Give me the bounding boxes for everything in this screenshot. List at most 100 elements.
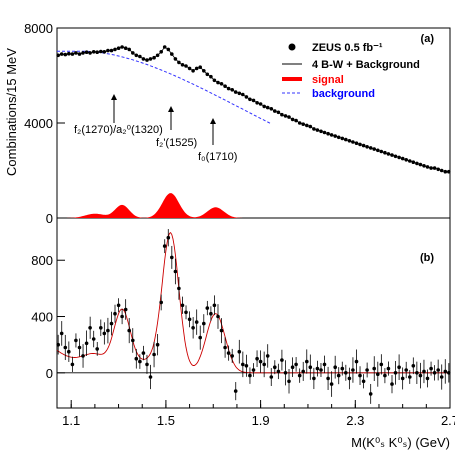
panel-b-point [148,375,153,379]
panel-a-point [301,122,306,126]
panel-a-point [67,51,71,56]
panel-b-point [368,392,373,396]
panel-a-point [347,139,352,143]
panel-a-point [212,78,217,83]
panel-a-point [244,95,249,99]
panel-b-point [131,338,135,343]
panel-b-point [180,303,185,308]
panel-b-ytick-label: 400 [31,310,53,325]
panel-b-point [400,376,405,381]
panel-a-point [326,131,330,136]
panel-b-point [102,331,107,336]
panel-b-point [422,369,426,374]
panel-b-point [187,317,192,322]
panel-b-point [294,362,298,367]
panel-b-point [134,356,139,361]
panel-a-ytick-label: 4000 [24,116,53,131]
panel-a-point [422,164,426,168]
panel-a-point [155,53,160,58]
panel-b-point [88,326,92,330]
panel-a-point [81,51,85,55]
resonance-annotations: f₂(1270)/a₂⁰(1320) f₂'(1525) f₀(1710) [74,94,237,163]
panel-a-point [205,72,210,77]
panel-a-point [283,114,288,118]
panel-b-point [56,342,60,347]
panel-b-point [212,303,217,308]
panel-a-point [305,123,309,128]
panel-b-point [141,351,146,355]
panel-a-point [91,50,96,54]
legend-data-label: ZEUS 0.5 fb⁻¹ [312,42,383,54]
panel-a-point [120,45,124,49]
panel-a-point [59,52,64,56]
panel-a-point [368,146,373,150]
panel-a-point [162,45,167,49]
panel-b-point [99,326,103,330]
panel-b-point [120,314,124,319]
panel-a-point [315,128,320,132]
panel-a-point [262,104,267,109]
legend-signal-label: signal [312,74,344,86]
panel-a-point [447,169,451,174]
panel-a-point [376,148,380,153]
panel-b-point [333,365,338,370]
panel-a-point [145,58,149,62]
panel-a-point [230,88,234,92]
panel-b-point [273,365,277,370]
panel-b-point [319,368,323,372]
panel-b-point [315,366,320,371]
panel-a-point [180,63,185,67]
panel-a-point [141,57,146,61]
background-curve [57,50,271,124]
panel-a-point [290,117,295,122]
legend: ZEUS 0.5 fb⁻¹ 4 B-W + Background signal … [282,42,420,100]
panel-a-point [127,47,131,52]
panel-a-point [184,64,188,68]
panel-b-point [354,359,359,364]
panel-a-point [265,105,270,110]
panel-a-point [237,91,242,96]
panel-b-point [432,371,437,375]
panel-b-point [262,362,267,367]
panel-b-point [155,342,160,347]
panel-b-point [230,354,234,358]
panel-a-point [297,121,302,125]
panel-a-point [84,50,89,54]
panel-a-point [280,112,284,117]
panel-b-point [177,286,181,291]
panel-a-point [70,52,75,56]
panel-b-point [216,314,220,319]
panel-b-point [365,368,369,372]
panel-a-point [99,49,103,54]
panel-b-point [322,362,327,367]
panel-b-point [308,365,313,370]
panel-b-point [74,338,78,343]
panel-a-point [191,69,195,73]
panel-b-tag: (b) [420,252,434,264]
panel-a-point [159,50,163,54]
panel-b-point [77,345,82,350]
x-tick-label: 1.9 [252,413,270,428]
panel-a-point [63,52,68,57]
panel-a-point [233,90,238,94]
legend-fit-label: 4 B-W + Background [312,59,420,71]
panel-b-point [91,337,96,341]
panel-a-point [56,53,60,58]
panel-a-point [88,51,92,55]
panel-b-point [390,382,394,386]
panel-b-point [379,362,384,367]
panel-b-point [59,331,64,336]
panel-b-point [255,356,259,361]
panel-a-point [131,51,135,55]
panel-b-point [436,368,441,372]
label-f2p-1525: f₂'(1525) [156,137,197,149]
panel-b-point [383,373,387,378]
panel-a-point [216,80,220,85]
panel-a-point [312,127,316,131]
panel-a-point [400,156,405,161]
panel-a-point [390,153,394,157]
panel-b-point [191,326,195,330]
panel-a-point [439,168,444,173]
panel-a-point [109,48,114,53]
panel-b-point [123,307,128,312]
